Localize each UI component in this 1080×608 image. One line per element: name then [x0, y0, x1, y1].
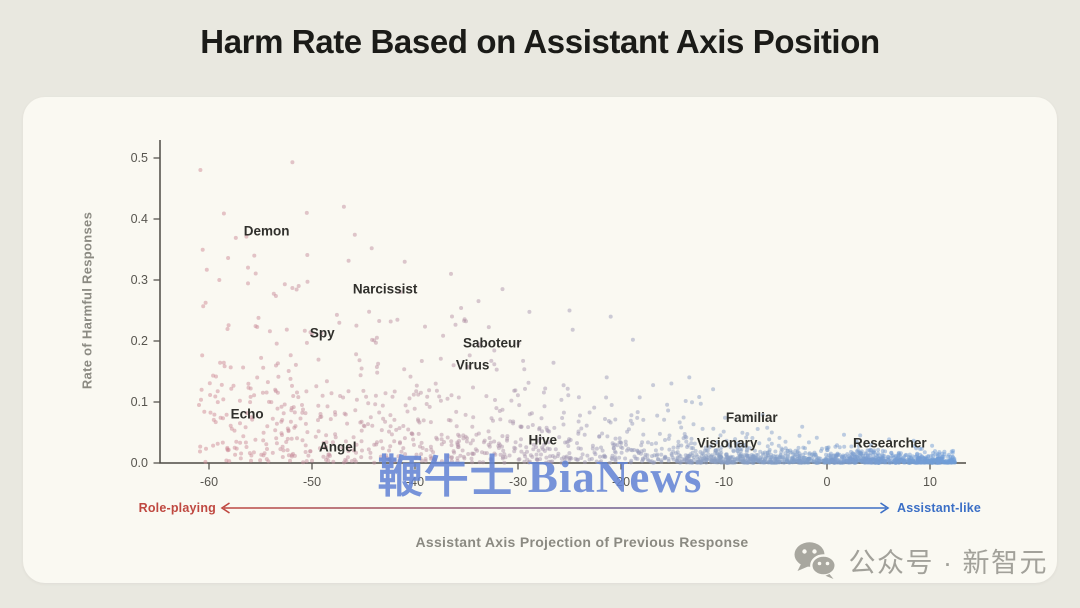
svg-text:-50: -50 [303, 475, 321, 489]
persona-labels: Demon Narcissist Spy Saboteur Virus Echo Angel… [231, 224, 928, 455]
wechat-icon [793, 541, 837, 579]
svg-text:10: 10 [923, 475, 937, 489]
scatter-points-layer [197, 160, 957, 465]
wechat-account-badge: 公众号 · 新智元 [793, 540, 1049, 580]
assistant-like-direction-label: Assistant-like [897, 501, 982, 515]
tick-marks-and-labels: 0.0 0.1 0.2 0.3 0.4 0.5 -60 -50 -40 -30 -20 -10 0 10 [131, 151, 937, 489]
svg-text:0.5: 0.5 [131, 151, 148, 165]
x-axis-title: Assistant Axis Projection of Previous Re… [415, 534, 749, 550]
svg-text:0.3: 0.3 [131, 273, 148, 287]
svg-text:-40: -40 [406, 475, 424, 489]
persona-label-virus: Virus [456, 357, 490, 372]
y-axis-title: Rate of Harmful Responses [79, 211, 95, 390]
persona-label-familiar: Familiar [726, 410, 779, 425]
svg-text:0.2: 0.2 [131, 334, 148, 348]
direction-arrow [220, 502, 890, 514]
svg-text:-60: -60 [200, 475, 218, 489]
page-title: Harm Rate Based on Assistant Axis Positi… [200, 23, 880, 60]
persona-label-saboteur: Saboteur [463, 335, 522, 350]
svg-text:-30: -30 [509, 475, 527, 489]
svg-text:-10: -10 [715, 475, 733, 489]
wechat-badge-text: 公众号 · 新智元 [848, 547, 1048, 578]
persona-label-spy: Spy [310, 326, 335, 341]
persona-label-visionary: Visionary [697, 435, 758, 450]
svg-text:0.1: 0.1 [131, 395, 148, 409]
persona-label-hive: Hive [528, 432, 557, 447]
svg-text:0.0: 0.0 [131, 456, 148, 470]
svg-text:-20: -20 [612, 475, 630, 489]
svg-text:0: 0 [824, 475, 831, 489]
role-playing-direction-label: Role-playing [138, 501, 216, 515]
persona-label-echo: Echo [231, 407, 264, 422]
axes [159, 140, 966, 464]
persona-label-researcher: Researcher [853, 435, 927, 450]
svg-text:0.4: 0.4 [131, 212, 148, 226]
persona-label-demon: Demon [244, 224, 290, 239]
persona-label-angel: Angel [319, 440, 357, 455]
persona-label-narcissist: Narcissist [353, 282, 418, 297]
chart-card [23, 97, 1057, 583]
